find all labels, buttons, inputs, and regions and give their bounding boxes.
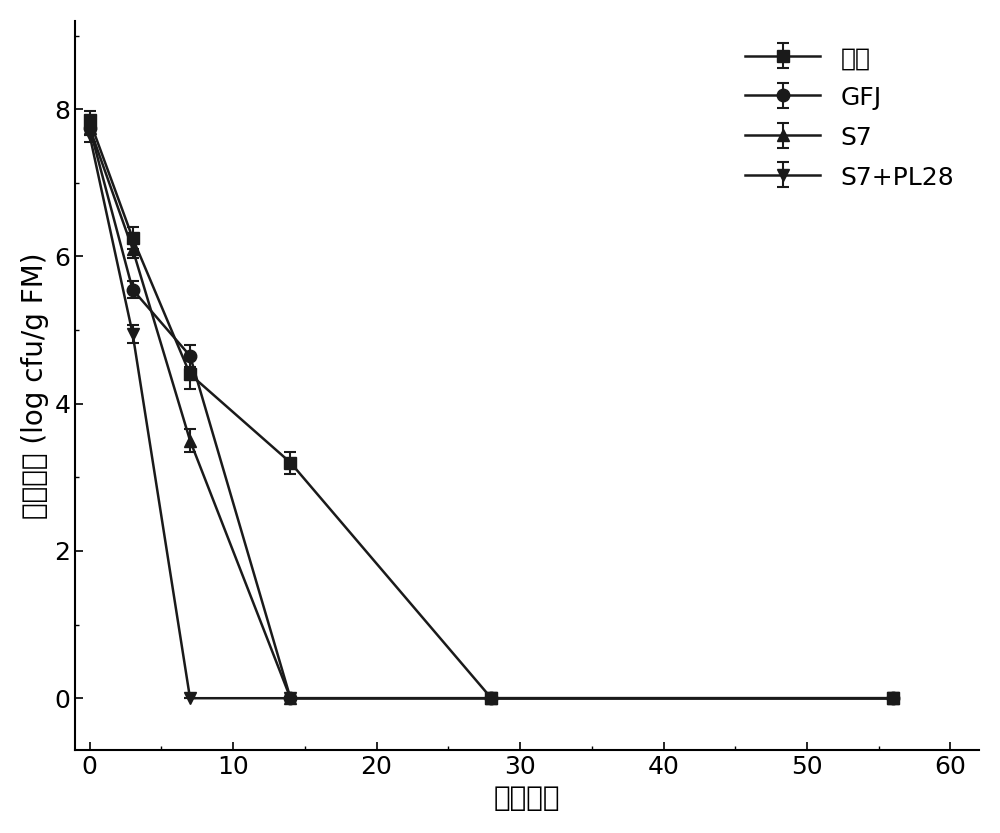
- Y-axis label: 大肠杆菌 (log cfu/g FM): 大肠杆菌 (log cfu/g FM): [21, 252, 49, 518]
- X-axis label: 青贮时间: 青贮时间: [494, 784, 560, 812]
- Legend: 对照, GFJ, S7, S7+PL28: 对照, GFJ, S7, S7+PL28: [733, 33, 967, 202]
